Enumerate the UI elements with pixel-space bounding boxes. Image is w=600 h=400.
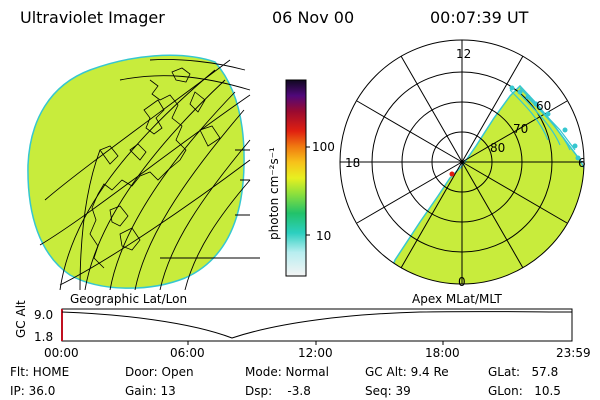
date-label: 06 Nov 00 bbox=[272, 8, 355, 27]
lat-label-70: 70 bbox=[513, 122, 528, 136]
mlt-label-18: 18 bbox=[345, 156, 360, 170]
mlt-label-0: 0 bbox=[458, 275, 466, 289]
geo-grid bbox=[39, 59, 260, 290]
altitude-curve bbox=[61, 311, 573, 339]
time-tick-1800: 18:00 bbox=[425, 346, 460, 360]
altitude-axis-label: GC Alt bbox=[14, 300, 28, 338]
geo-latitude-value: GLat: 57.8 bbox=[488, 365, 559, 379]
polar-plot-label: Apex MLat/MLT bbox=[412, 292, 502, 306]
alt-tick-1-8: 1.8 bbox=[34, 330, 53, 344]
gain-value: Gain: 13 bbox=[125, 384, 176, 398]
colorbar-unit-label: photon cm⁻²s⁻¹ bbox=[267, 147, 281, 240]
lat-label-60: 60 bbox=[536, 99, 551, 113]
geo-emission-disk bbox=[27, 54, 245, 289]
polar-grid bbox=[339, 39, 585, 285]
emission-dots bbox=[509, 85, 581, 161]
emission-streaks bbox=[509, 87, 576, 151]
dsp-value: Dsp: -3.8 bbox=[245, 384, 311, 398]
spacecraft-marker bbox=[449, 171, 455, 177]
colorbar: 100 10 photon cm⁻²s⁻¹ bbox=[267, 79, 335, 277]
colorbar-tick-100: 100 bbox=[312, 140, 335, 154]
geo-map-label: Geographic Lat/Lon bbox=[70, 292, 187, 306]
instrument-title: Ultraviolet Imager bbox=[20, 8, 165, 27]
lat-label-80: 80 bbox=[490, 141, 505, 155]
flight-status: Flt: HOME bbox=[10, 365, 70, 379]
altitude-plot: GC Alt 9.0 1.8 00:00 06:00 12:00 18:00 2… bbox=[14, 300, 591, 360]
door-status: Door: Open bbox=[125, 365, 194, 379]
time-tick-0600: 06:00 bbox=[170, 346, 205, 360]
geographic-map bbox=[27, 54, 260, 290]
polar-plot: 12 18 6 0 60 70 80 bbox=[339, 39, 586, 289]
gc-altitude-value: GC Alt: 9.4 Re bbox=[365, 365, 449, 379]
geo-longitude-value: GLon: 10.5 bbox=[488, 384, 561, 398]
coastlines bbox=[89, 67, 221, 269]
mlt-label-6: 6 bbox=[578, 156, 586, 170]
alt-tick-9: 9.0 bbox=[34, 308, 53, 322]
time-tick-1200: 12:00 bbox=[298, 346, 333, 360]
time-tick-0000: 00:00 bbox=[44, 346, 79, 360]
time-tick-2359: 23:59 bbox=[556, 346, 591, 360]
mlt-label-12: 12 bbox=[456, 47, 471, 61]
mode-value: Mode: Normal bbox=[245, 365, 329, 379]
ip-value: IP: 36.0 bbox=[10, 384, 56, 398]
colorbar-tick-10: 10 bbox=[316, 229, 331, 243]
sequence-value: Seq: 39 bbox=[365, 384, 411, 398]
time-label: 00:07:39 UT bbox=[430, 8, 529, 27]
